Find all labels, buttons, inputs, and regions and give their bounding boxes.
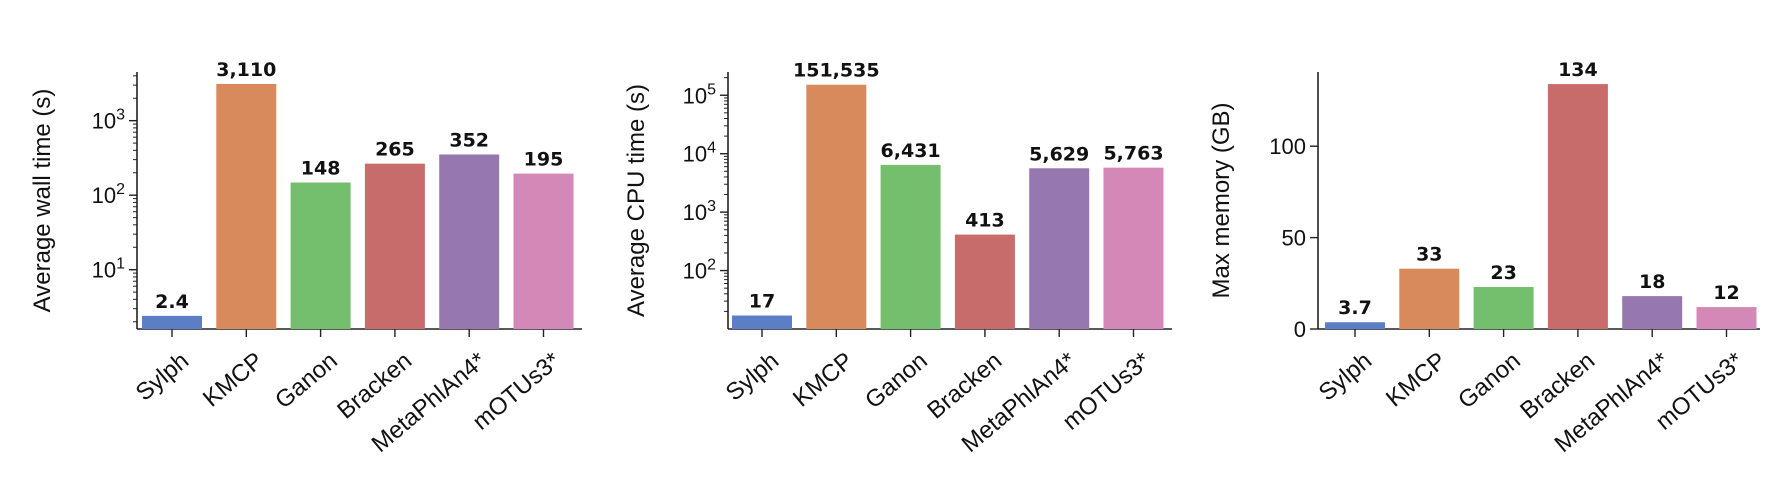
bar-ganon xyxy=(1473,286,1534,329)
y-tick-label: 101 xyxy=(92,256,125,283)
category-label: Sylph xyxy=(721,347,784,406)
y-axis-title: Average CPU time (s) xyxy=(623,84,650,317)
category-label: KMCP xyxy=(1381,347,1451,412)
y-tick-label: 50 xyxy=(1282,226,1306,251)
bar-motus3 xyxy=(1696,307,1757,329)
y-tick-label: 0 xyxy=(1294,317,1306,342)
bar-metaphlan4 xyxy=(1029,168,1090,329)
y-axis-title: Max memory (GB) xyxy=(1208,102,1235,298)
bar-motus3 xyxy=(1103,167,1164,329)
data-label: 33 xyxy=(1416,244,1442,266)
data-label: 18 xyxy=(1639,271,1665,293)
bar-kmcp xyxy=(216,83,277,330)
data-label: 352 xyxy=(449,129,489,151)
bar-sylph xyxy=(142,315,202,329)
data-label: 2.4 xyxy=(155,291,189,313)
data-label: 148 xyxy=(301,157,341,179)
bar-kmcp xyxy=(806,84,867,330)
bar-ganon xyxy=(880,164,941,329)
y-tick-label: 103 xyxy=(683,198,716,225)
y-tick-label: 100 xyxy=(1269,134,1306,159)
data-label: 265 xyxy=(375,139,415,161)
bar-bracken xyxy=(364,163,425,329)
category-label: KMCP xyxy=(198,347,268,412)
data-label: 17 xyxy=(749,291,775,313)
bar-bracken xyxy=(1547,84,1608,329)
data-label: 6,431 xyxy=(881,140,941,162)
y-tick-label: 103 xyxy=(92,107,125,134)
bar-sylph xyxy=(1325,322,1385,329)
bar-kmcp xyxy=(1399,268,1460,329)
data-label: 413 xyxy=(965,210,1005,232)
y-axis-title: Average wall time (s) xyxy=(29,89,56,313)
data-label: 195 xyxy=(524,149,564,171)
y-tick-label: 105 xyxy=(683,81,716,108)
y-tick-label: 104 xyxy=(683,140,716,167)
data-label: 5,629 xyxy=(1029,143,1089,165)
data-label: 3,110 xyxy=(216,59,276,81)
bar-metaphlan4 xyxy=(1622,296,1683,329)
bar-sylph xyxy=(732,315,792,329)
data-label: 134 xyxy=(1558,59,1598,81)
bar-ganon xyxy=(290,182,351,329)
data-label: 12 xyxy=(1713,282,1739,304)
bar-bracken xyxy=(954,234,1015,329)
category-label: KMCP xyxy=(788,347,858,412)
data-label: 3.7 xyxy=(1338,297,1372,319)
data-label: 5,763 xyxy=(1103,143,1163,165)
bar-motus3 xyxy=(513,173,574,329)
chart-panel-1: 101 102 103 Average wall time (s) 2.4 Sylph 3,… xyxy=(29,59,582,458)
data-label: 151,535 xyxy=(793,60,880,82)
y-tick-label: 102 xyxy=(92,181,125,208)
data-label: 23 xyxy=(1490,262,1516,284)
chart-panel-2: 102 103 104 105 Average CPU time (s) 17 Sylph 1… xyxy=(623,60,1172,458)
bar-metaphlan4 xyxy=(439,154,500,329)
category-label: Sylph xyxy=(1314,347,1377,406)
category-label: Sylph xyxy=(131,347,194,406)
y-tick-label: 102 xyxy=(683,257,716,284)
